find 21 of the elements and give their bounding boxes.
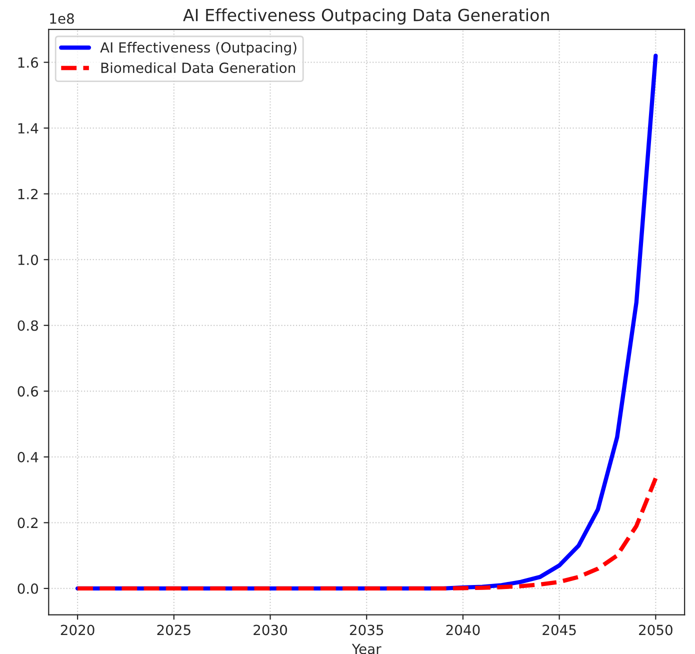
y-tick-label: 1.0 [18,254,38,266]
y-tick-label: 0.6 [18,386,38,397]
x-tick-label: 2025 [157,624,190,636]
x-tick-label: 2020 [60,624,94,636]
x-tick-label: 2040 [446,624,480,636]
y-tick-label: 0.8 [18,320,38,331]
y-tick-label: 0.0 [18,583,38,594]
x-tick-label: 2030 [254,624,288,636]
y-tick-label: 1.2 [18,188,38,200]
y-tick-label: 0.4 [18,452,38,462]
text: 1e8 [50,13,74,24]
y-tick-label: 1.6 [18,57,38,68]
legend-label: AI Effectiveness (Outpacing) [100,42,296,56]
y-tick-label: 0.2 [18,518,38,528]
legend-label: Biomedical Data Generation [101,62,295,74]
y-tick-label: 1.4 [18,123,38,134]
x-axis-title: Year [352,644,382,654]
chart-title: AI Effectiveness Outpacing Data Generation [183,8,549,25]
x-tick-label: 2045 [542,624,576,636]
x-tick-label: 2050 [639,624,672,636]
x-tick-label: 2035 [350,624,384,636]
